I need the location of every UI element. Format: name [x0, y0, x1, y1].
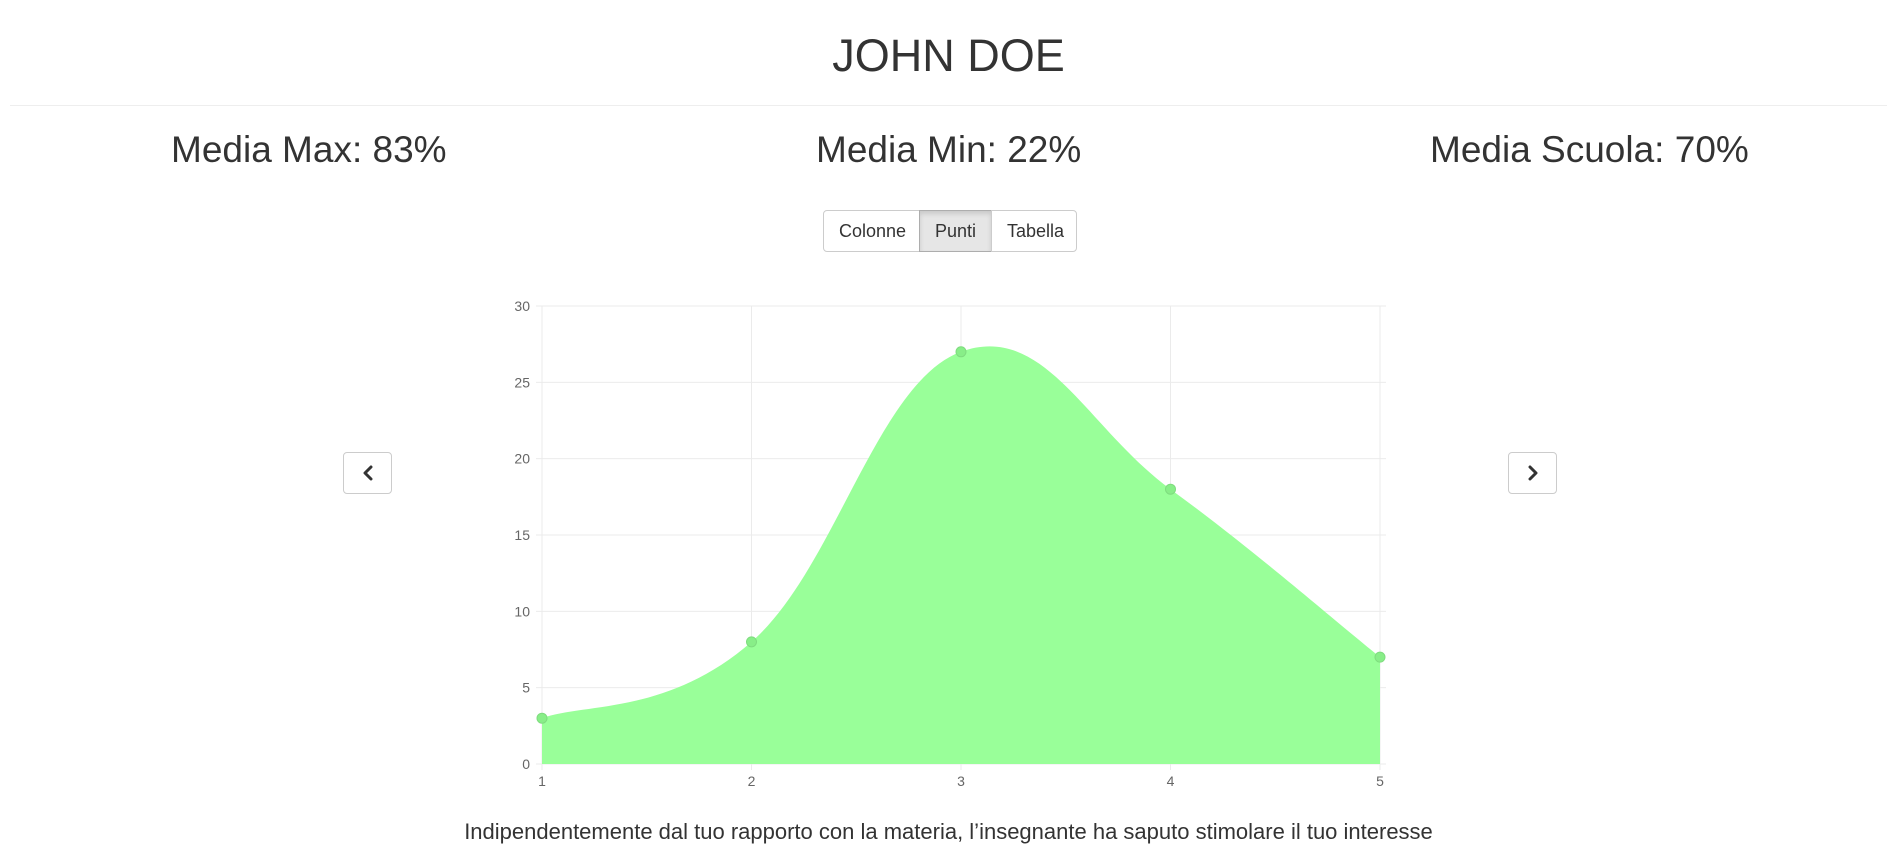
- x-tick-label: 5: [1376, 773, 1384, 789]
- y-tick-label: 0: [522, 756, 530, 772]
- question-caption: Indipendentemente dal tuo rapporto con l…: [464, 819, 1433, 844]
- page-title: JOHN DOE: [832, 30, 1065, 81]
- y-tick-label: 30: [514, 298, 530, 314]
- view-toggle: Colonne Punti Tabella: [823, 210, 1077, 252]
- data-point: [1374, 651, 1386, 663]
- x-tick-label: 1: [538, 773, 546, 789]
- chevron-left-icon: [363, 465, 372, 481]
- series-area: [542, 346, 1380, 764]
- y-tick-label: 5: [522, 680, 530, 696]
- data-point: [536, 712, 548, 724]
- view-punti-button[interactable]: Punti: [919, 210, 992, 252]
- x-tick-label: 2: [748, 773, 756, 789]
- y-tick-label: 15: [514, 527, 530, 543]
- y-tick-label: 20: [514, 451, 530, 467]
- data-point: [1165, 483, 1176, 495]
- next-button[interactable]: [1508, 452, 1557, 494]
- y-tick-label: 25: [514, 374, 530, 390]
- x-tick-label: 4: [1167, 773, 1175, 789]
- stat-media-max: Media Max: 83%: [171, 129, 447, 170]
- view-tabella-button[interactable]: Tabella: [991, 210, 1077, 252]
- header-divider: [10, 105, 1887, 106]
- chevron-right-icon: [1528, 465, 1537, 481]
- prev-button[interactable]: [343, 452, 392, 494]
- data-point: [746, 636, 757, 648]
- x-tick-label: 3: [957, 773, 965, 789]
- y-tick-label: 10: [514, 603, 530, 619]
- stat-media-min: Media Min: 22%: [816, 129, 1082, 170]
- stat-media-scuola: Media Scuola: 70%: [1430, 129, 1749, 170]
- data-point: [955, 346, 967, 358]
- area-chart: 0 5 10 15 20 25 30 1 2 3 4 5: [514, 298, 1386, 789]
- view-colonne-button[interactable]: Colonne: [823, 210, 920, 252]
